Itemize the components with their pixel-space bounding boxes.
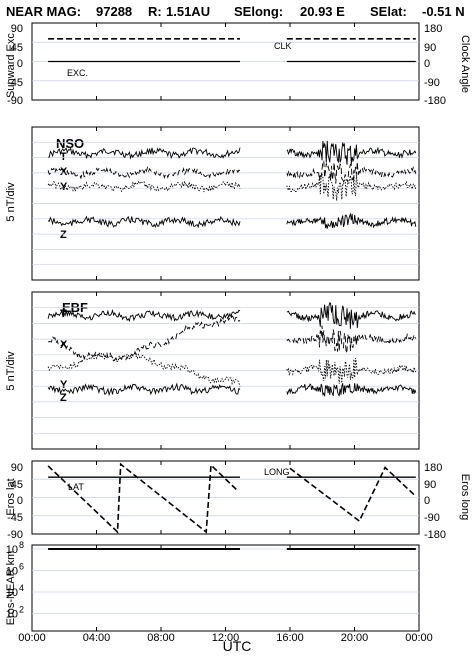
panel5-ylabel: Eros-NEAR km [5,551,17,626]
x-axis-label: UTC [223,638,252,654]
panel4-ytick-right: 0 [424,495,430,507]
panel5-frame [31,544,420,632]
panel4-ytick-left: -90 [7,529,23,541]
panel2-ylabel: 5 nT/div [5,182,17,222]
series-line-y [47,180,241,193]
panel1-ytick-right: 180 [424,23,442,35]
series-line-y [286,173,417,201]
panel1-ylabel-left: Sunward Exc. [5,30,17,98]
header-selat-label: SElat: [370,4,407,19]
header-mission: NEAR MAG: [6,4,81,19]
panel1-clk-label: CLK [274,41,292,51]
series-line-t [286,140,417,165]
panel4-long-label: LONG [264,467,290,477]
header-selat-value: -0.51 N [422,4,465,19]
series-line-z [47,382,241,397]
panel4-ytick-right: 180 [424,462,442,474]
header-r-value: 1.51AU [166,4,210,19]
panel1-ytick-left: -90 [7,95,23,107]
series-line-z [286,212,417,229]
panel1-ytick-left: 0 [17,58,23,70]
series-line-y [286,358,417,384]
panel5-ytick: 10 [6,566,18,578]
series-line-t [48,147,241,160]
series-line-x [47,166,241,180]
panel2-series-label-x: X [60,166,68,178]
panel2-series-label-z: Z [60,229,67,241]
panel5-ytick-exponent: 6 [19,562,24,572]
panel2-series-label-t: T [60,151,67,163]
header-r-label: R: [148,4,162,19]
x-tick-label: 08:00 [147,632,175,644]
panel3-series-label-z: Z [60,392,67,404]
panel4-lat-label: LAT [68,482,84,492]
series-line-long [289,466,417,523]
series-line-long [47,462,239,534]
header-selong-value: 20.93 E [300,4,345,19]
series-line-t [47,308,241,323]
panel4-ytick-right: -180 [424,529,446,541]
panel4-ytick-left: 90 [11,462,23,474]
panel4-ylabel-left: Eros lat [5,478,17,515]
panel1-ytick-left: 45 [11,42,23,54]
panel1-exc-label: EXC. [67,68,88,78]
series-layer [32,37,419,614]
series-line-x [286,325,417,354]
panel3-ylabel: 5 nT/div [5,351,17,391]
series-line-z [47,215,241,229]
panel5-ytick-exponent: 2 [19,605,24,615]
x-tick-label: 00:00 [18,632,46,644]
panel1-ytick-right: -90 [424,77,440,89]
series-line-x [47,315,241,362]
panel5-ytick-exponent: 8 [19,540,24,550]
panel4-ytick-right: -90 [424,512,440,524]
panel1-ytick-right: 0 [424,58,430,70]
series-line-x [286,160,417,184]
panel1-ytick-right: -180 [424,95,446,107]
x-axis: 00:00 04:00 08:00 12:00 16:00 20:00 00:00 [18,23,433,644]
panel3-series-label-y: Y [60,379,68,391]
x-tick-label: 04:00 [83,632,111,644]
x-tick-label: 16:00 [276,632,304,644]
panel1-ytick-right: 90 [424,42,436,54]
panel4-ytick-right: 90 [424,479,436,491]
panel4-ytick-left: -45 [7,512,23,524]
panel5-ytick: 10 [6,609,18,621]
panel4-ytick-left: 45 [11,479,23,491]
panel1-ytick-left: 90 [11,23,23,35]
panel5-ytick: 10 [6,587,18,599]
series-line-y [47,352,241,387]
panel5-ytick-exponent: 4 [19,583,24,593]
series-line-z [286,383,417,397]
panel3-series-label-x: X [60,339,68,351]
panel4-ytick-left: 0 [17,495,23,507]
panel2-series-label-y: Y [60,181,68,193]
header-date: 97288 [96,4,132,19]
x-tick-label: 12:00 [212,632,240,644]
panel4-ylabel-right: Eros long [459,474,471,520]
header-selong-label: SElong: [234,4,283,19]
panel1-ytick-left: -45 [7,77,23,89]
x-tick-label: 20:00 [341,632,369,644]
panel2-title: NSO [56,136,84,151]
series-line-t [286,302,416,329]
panel5-ytick: 10 [6,544,18,556]
x-tick-label: 00:00 [405,632,433,644]
panel1-ylabel-right: Clock Angle [459,35,471,93]
